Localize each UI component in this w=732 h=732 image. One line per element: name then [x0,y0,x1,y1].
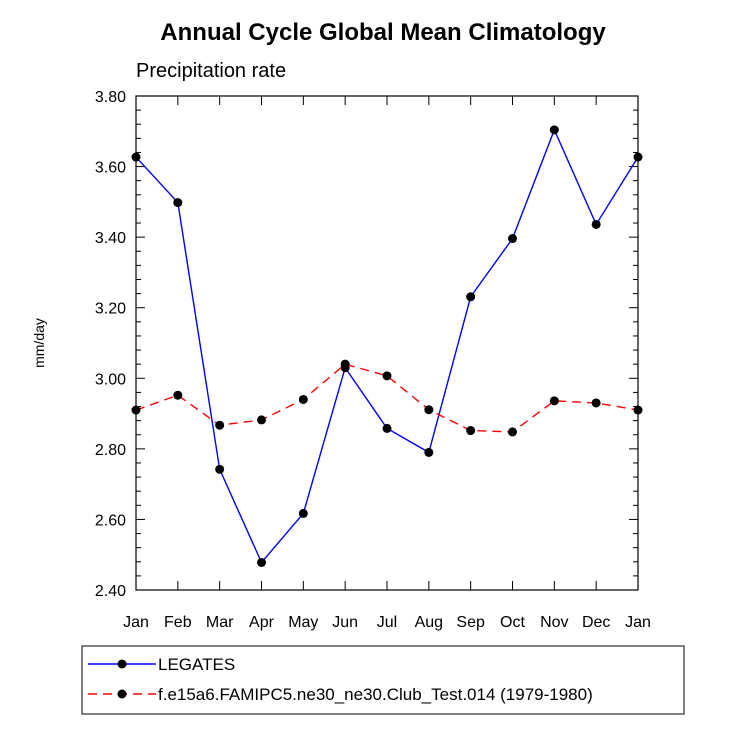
data-point [633,152,643,162]
data-point [131,152,141,162]
series-line [135,128,639,564]
data-point [549,396,559,406]
legend-item-1: LEGATES [88,655,235,674]
data-point [215,420,225,430]
data-point [215,464,225,474]
x-tick-label: May [288,614,318,631]
x-tick-label: Aug [415,614,443,631]
data-point [424,405,434,415]
y-tick-label: 3.20 [95,301,126,318]
data-point [298,508,308,518]
data-point [424,447,434,457]
plot-frame [135,95,639,591]
data-point [340,359,350,369]
legend-swatch-marker [117,659,127,669]
x-tick-label: Jun [332,614,358,631]
data-point [382,371,392,381]
x-tick-label: Jan [625,614,651,631]
data-point [173,198,183,208]
x-tick-label: Dec [582,614,610,631]
y-tick-label: 3.80 [95,89,126,106]
y-tick-label: 3.40 [95,230,126,247]
x-tick-label: Sep [456,614,485,631]
data-point [173,390,183,400]
legend-item-2: f.e15a6.FAMIPC5.ne30_ne30.Club_Test.014 … [88,685,593,704]
x-tick-label: Feb [164,614,192,631]
data-point [257,415,266,425]
data-point [508,427,517,437]
y-axis-label: mm/day [31,318,47,368]
x-tick-label: Apr [249,614,275,631]
legend: LEGATES f.e15a6.FAMIPC5.ne30_ne30.Club_Te… [81,645,685,715]
x-tick-label: Nov [540,614,568,631]
data-point [633,405,643,415]
series-1 [131,125,643,567]
data-point [382,423,392,433]
data-point [257,557,266,567]
x-tick-label: Jul [377,614,397,631]
data-point [591,219,601,229]
chart-subtitle: Precipitation rate [136,60,286,82]
x-tick-label: Oct [500,614,525,631]
data-point [466,292,476,302]
legend-swatch-marker [117,689,127,699]
y-tick-label: 2.80 [95,442,126,459]
y-tick-label: 2.60 [95,512,126,529]
x-tick-label: Jan [123,614,149,631]
x-axis-ticks: Jan Feb Mar Apr May Jun Jul Aug Sep Oct Nov Dec Jan [123,96,651,631]
chart-title: Annual Cycle Global Mean Climatology [160,19,606,46]
data-point [466,426,476,436]
series-layer [131,125,643,567]
y-axis-ticks: 2.40 2.60 2.80 3.00 3.20 3.40 3.60 3.80 [95,89,638,600]
data-point [298,394,308,404]
series-2 [131,359,643,437]
data-point [549,125,559,135]
legend-label: f.e15a6.FAMIPC5.ne30_ne30.Club_Test.014 … [158,685,593,704]
legend-label: LEGATES [158,655,235,674]
y-tick-label: 2.40 [95,583,126,600]
x-tick-label: Mar [206,614,234,631]
legend-box [81,645,685,715]
data-point [591,398,601,408]
y-tick-label: 3.60 [95,160,126,177]
data-point [508,234,517,244]
y-tick-label: 3.00 [95,371,126,388]
plot-area [135,95,639,591]
data-point [131,405,141,415]
